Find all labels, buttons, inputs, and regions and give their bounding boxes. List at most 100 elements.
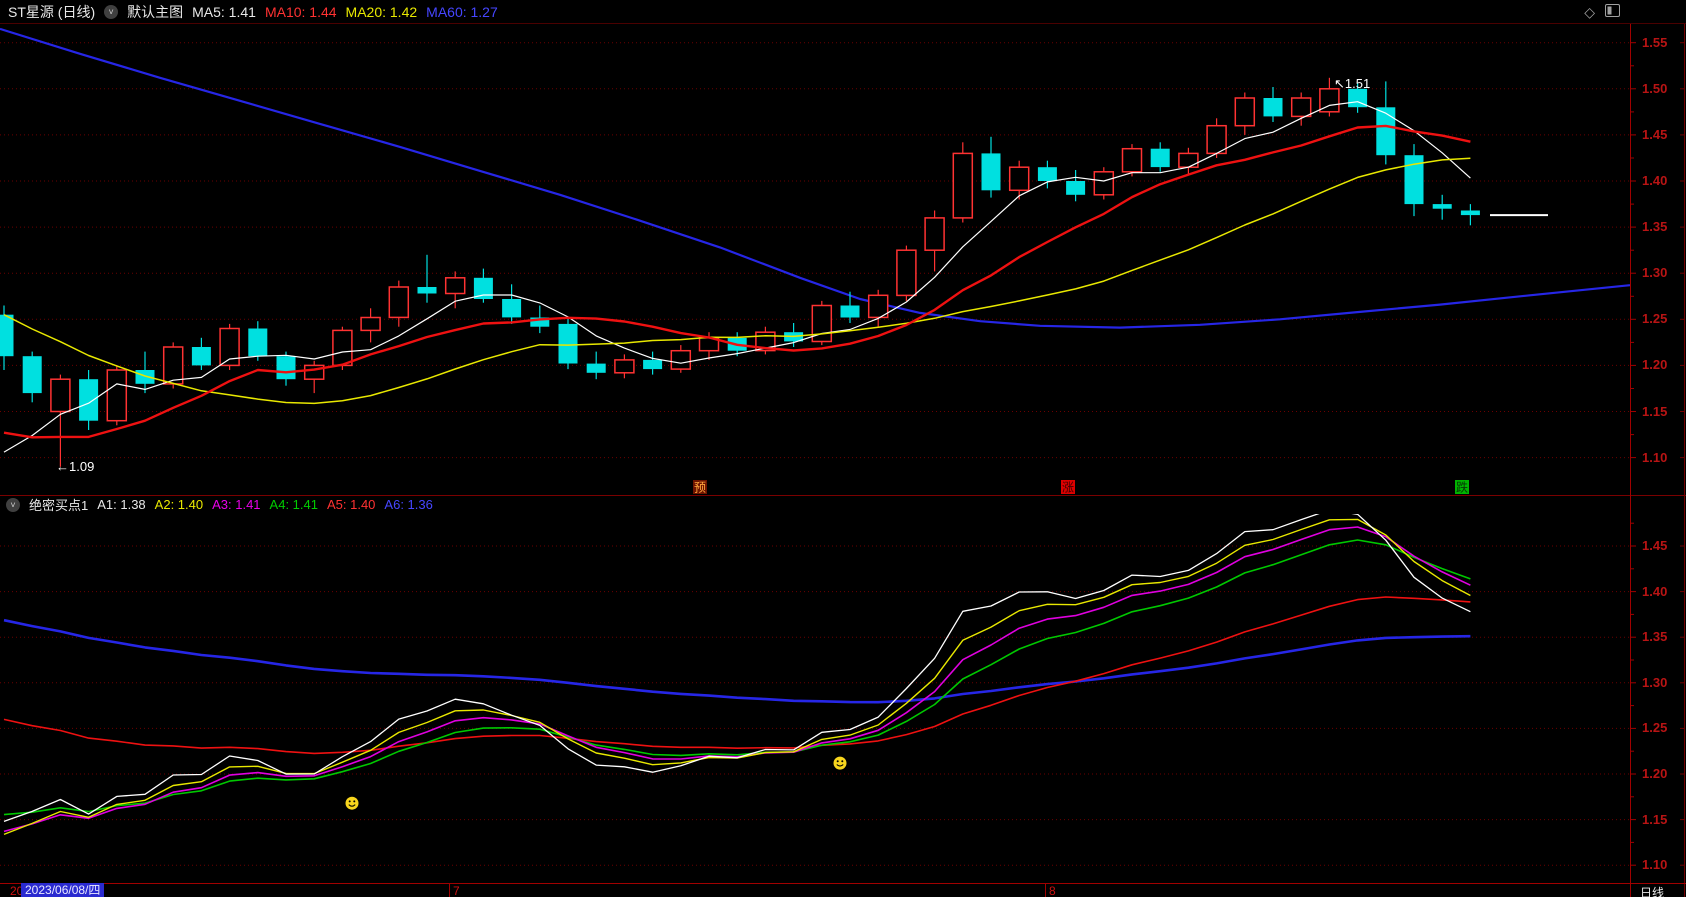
candle [50,378,71,413]
month-marker-label: 8 [1049,884,1056,897]
candle [0,314,14,357]
selected-date-box: 2023/06/08/四 [21,883,105,897]
diamond-icon[interactable]: ◇ [1584,3,1595,20]
candle [924,217,945,251]
candle [79,379,99,421]
period-label[interactable]: 日线 [1640,886,1665,897]
ma60-line [0,27,1630,329]
a1-value: A1: 1.38 [97,497,146,512]
candle [1376,107,1396,156]
candle [952,152,974,219]
candle [332,329,353,367]
axis-price-label: 1.40 [1642,173,1668,188]
time-axis[interactable]: 20 2023/06/08/四 7 8 日线 [0,883,1686,897]
status-marker-label: 预 [694,481,706,495]
candle [191,347,211,366]
indicator-line-a2 [3,518,1471,836]
candle [162,346,184,385]
ma60-value: MA60: 1.27 [426,3,498,20]
candle [1093,171,1115,196]
axis-price-label: 1.30 [1642,675,1668,690]
month-tick [1045,884,1046,897]
candle [473,277,493,299]
candle [1319,88,1340,113]
a4-value: A4: 1.41 [269,497,318,512]
candle [1234,97,1256,127]
candle [106,369,128,422]
candle [1263,98,1283,117]
ma5-line [3,101,1471,453]
indicator-name[interactable]: 绝密买点1 [29,498,89,513]
candle [840,305,860,318]
indicator-line-a5 [3,596,1471,755]
candle [1290,97,1312,118]
a6-value: A6: 1.36 [384,497,433,512]
ma20-line [3,157,1471,405]
price-annotation: ↖1.51 [1334,76,1370,91]
candle [896,249,917,297]
month-marker-label: 7 [453,884,460,897]
axis-price-label: 1.15 [1642,404,1668,419]
price-axis[interactable] [1630,24,1686,897]
a2-value: A2: 1.40 [154,497,204,512]
candle [1037,167,1057,181]
indicator-line-a6 [3,618,1471,704]
candle [867,294,889,319]
candle [530,317,550,327]
candle [1121,147,1143,173]
axis-price-label: 1.15 [1642,812,1668,827]
candle [135,370,155,384]
candle [614,359,635,374]
indicator-line-a1 [3,514,1471,823]
smiley-marker [345,796,359,810]
price-annotation: ←1.09 [56,459,94,474]
axis-price-label: 1.10 [1642,450,1668,465]
candle [586,363,606,373]
clipped-date-label: 20 [10,884,24,897]
candle [502,299,522,318]
axis-price-label: 1.35 [1642,219,1668,234]
candle [1178,152,1199,168]
overlay-selector[interactable]: 默认主图 [127,3,184,20]
candle [1404,155,1424,205]
candle [1432,204,1452,209]
ma20-value: MA20: 1.42 [345,3,418,20]
candle [643,359,663,370]
status-marker-box [1061,480,1075,494]
axis-price-label: 1.55 [1642,35,1668,50]
axis-price-label: 1.40 [1642,584,1668,599]
indicator-chart[interactable] [0,514,1630,883]
axis-price-label: 1.10 [1642,857,1668,872]
status-marker-box [1455,480,1469,494]
candle [444,277,466,295]
axis-price-label: 1.45 [1642,538,1668,553]
axis-price-label: 1.25 [1642,311,1668,326]
candle [388,286,410,319]
time-axis-line [0,883,1686,884]
main-chart-header: ST星源 (日线) ˅ 默认主图 MA5: 1.41 MA10: 1.44 MA… [0,0,1686,23]
candle [22,356,42,394]
panel-layout-icon[interactable] [1605,3,1620,20]
candle [360,316,381,332]
panel-divider [0,495,1686,496]
candle [248,328,268,357]
chevron-down-icon[interactable]: ˅ [6,497,20,512]
a3-value: A3: 1.41 [212,497,261,512]
indicator-header: ˅ 绝密买点1 A1: 1.38 A2: 1.40 A3: 1.41 A4: 1… [0,496,1630,513]
a5-value: A5: 1.40 [326,497,376,512]
month-tick [449,884,450,897]
status-marker-box [693,480,707,494]
candle [1150,148,1170,168]
chevron-down-icon[interactable]: ˅ [104,4,119,19]
candle [276,356,296,380]
candle [670,349,692,370]
candle [1066,181,1086,195]
indicator-line-a3 [3,526,1471,833]
header-divider [0,23,1686,24]
candle [558,323,578,364]
indicator-line-a4 [3,539,1471,816]
axis-price-label: 1.30 [1642,265,1668,280]
main-candlestick-chart[interactable]: ←1.09 ↖1.51 预 涨 跌 [0,24,1630,495]
smiley-marker [833,756,847,770]
